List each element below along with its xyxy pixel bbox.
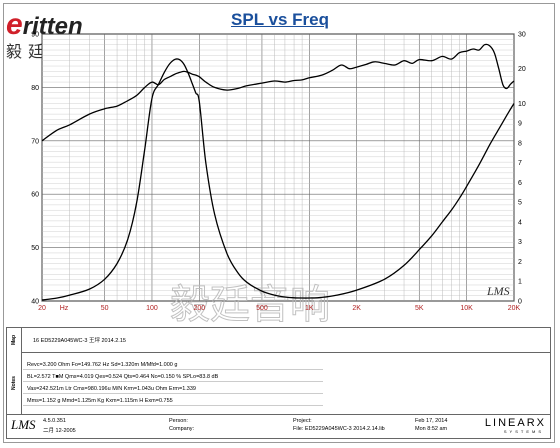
map-side-label: Map: [7, 328, 22, 352]
linearx-logo: LINEARX: [485, 417, 546, 429]
notes-side-label: Notes: [7, 352, 22, 414]
note-line-4: Mms=1.152 g Mmd=1.125m Kg Kxm=1.115m H E…: [27, 398, 173, 404]
version-block: 4.5.0.351 二月 12-2005: [43, 418, 76, 434]
project-label: Project:: [293, 418, 385, 426]
footer-lms-logo: LMS: [11, 417, 36, 433]
version: 4.5.0.351: [43, 418, 76, 426]
footer: LMS 4.5.0.351 二月 12-2005 Person: Company…: [7, 414, 550, 438]
file-label: File: ED5229A045WC-3 2014.2.14.lib: [293, 426, 385, 434]
y-right-tick-label: 5: [518, 200, 522, 207]
x-tick-label: 200: [193, 305, 205, 312]
map-line: 16 ED5229A045WC-3 王坪 2014.2.15: [33, 336, 126, 344]
note-line-2: BL=2.572 T■M Qms=4.019 Qes=0.524 Qts=0.4…: [27, 374, 218, 380]
person-label: Person:: [169, 418, 194, 426]
map-row: 16 ED5229A045WC-3 王坪 2014.2.15: [21, 328, 550, 352]
person-block: Person: Company:: [169, 418, 194, 434]
x-tick-label: 500: [256, 305, 268, 312]
y-right-tick-label: 7: [518, 160, 522, 167]
time: Mon 8:52 am: [415, 426, 447, 434]
y-right-tick-label: 2: [518, 259, 522, 266]
y-left-tick-label: 70: [31, 138, 39, 145]
x-tick-label: 10K: [460, 305, 473, 312]
project-block: Project: File: ED5229A045WC-3 2014.2.14.…: [293, 418, 385, 434]
date-block: Feb 17, 2014 Mon 8:52 am: [415, 418, 447, 434]
x-tick-label: 20: [38, 305, 46, 312]
x-tick-label: 50: [101, 305, 109, 312]
x-tick-label: Hz: [60, 305, 69, 312]
x-tick-label: 100: [146, 305, 158, 312]
y-right-tick-label: 9: [518, 121, 522, 128]
build-date: 二月 12-2005: [43, 426, 76, 434]
date: Feb 17, 2014: [415, 418, 447, 426]
x-tick-label: 2K: [352, 305, 361, 312]
x-tick-label: 5K: [415, 305, 424, 312]
note-line-3: Vas=242.521m Ltr Cms=980.196u M/N Krm=1.…: [27, 386, 196, 392]
y-right-tick-label: 8: [518, 140, 522, 147]
plot-stamp: LMS: [486, 284, 510, 298]
y-left-tick-label: 50: [31, 245, 39, 252]
note-line-1: Revc=3.200 Ohm Fo=149.762 Hz Sd=1.320m M…: [27, 362, 177, 368]
notes-rows: Revc=3.200 Ohm Fo=149.762 Hz Sd=1.320m M…: [21, 352, 550, 415]
grid: [42, 34, 514, 301]
y-left-tick-label: 60: [31, 192, 39, 199]
company-label: Company:: [169, 426, 194, 434]
x-tick-label: 20K: [508, 305, 521, 312]
y-right-tick-label: 20: [518, 66, 526, 73]
y-right-tick-label: 4: [518, 219, 522, 226]
y-right-tick-label: 6: [518, 180, 522, 187]
y-right-tick-label: 10: [518, 101, 526, 108]
y-right-tick-label: 30: [518, 32, 526, 39]
y-left-tick-label: 90: [31, 32, 39, 39]
info-panel: Map 16 ED5229A045WC-3 王坪 2014.2.15 Notes…: [6, 327, 551, 439]
linearx-sub: SYSTEMS: [504, 429, 544, 434]
y-left-tick-label: 80: [31, 85, 39, 92]
x-tick-label: 1K: [305, 305, 314, 312]
y-right-tick-label: 1: [518, 279, 522, 286]
y-right-tick-label: 3: [518, 239, 522, 246]
